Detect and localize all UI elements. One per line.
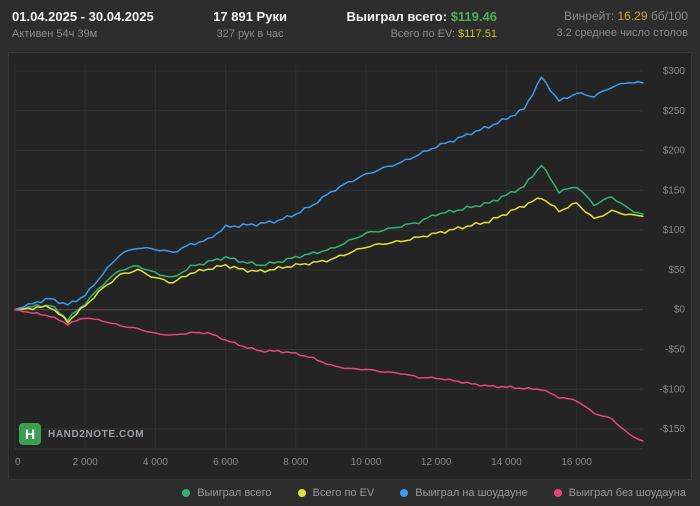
svg-text:$150: $150 — [663, 185, 686, 196]
legend-label: Выиграл без шоудауна — [568, 487, 686, 499]
svg-text:-$100: -$100 — [659, 384, 685, 395]
legend-label: Выиграл на шоудауне — [415, 487, 528, 499]
hand2note-logo-icon: H — [19, 423, 41, 445]
svg-text:2 000: 2 000 — [73, 457, 98, 468]
legend-dot-won-total-icon — [182, 489, 191, 497]
winnings-block: Выиграл всего: $119.46 Всего по EV: $117… — [346, 9, 497, 40]
date-range-block[interactable]: 01.04.2025 - 30.04.2025 Активен 54ч 39м — [12, 9, 154, 40]
won-total-label: Выиграл всего: — [346, 9, 448, 24]
ev-total-label: Всего по EV: — [390, 28, 455, 40]
ev-total-value: $117.51 — [458, 28, 497, 40]
svg-text:-$50: -$50 — [665, 345, 685, 356]
winrate-label: Винрейт: — [563, 9, 615, 23]
equity-chart[interactable]: $300 $250 $200 $150 $100 $50 $0 -$50 -$100 -$150 0… — [8, 52, 692, 480]
svg-text:-$150: -$150 — [659, 424, 685, 435]
svg-text:$100: $100 — [663, 225, 686, 236]
svg-text:12 000: 12 000 — [421, 457, 452, 468]
avg-tables: 3.2 среднее число столов — [556, 27, 688, 39]
legend-dot-ev-total-icon — [297, 489, 306, 497]
svg-text:4 000: 4 000 — [143, 457, 168, 468]
date-range[interactable]: 01.04.2025 - 30.04.2025 — [12, 9, 154, 24]
svg-text:$250: $250 — [663, 106, 686, 117]
svg-text:16 000: 16 000 — [561, 457, 592, 468]
stats-header: 01.04.2025 - 30.04.2025 Активен 54ч 39м … — [0, 0, 700, 50]
hand2note-logo-text: HAND2NOTE.COM — [48, 428, 145, 440]
svg-text:14 000: 14 000 — [491, 457, 522, 468]
hands-count: 17 891 Руки — [213, 9, 287, 24]
hand2note-logo[interactable]: H HAND2NOTE.COM — [19, 423, 144, 445]
legend-item-won-total[interactable]: Выиграл всего — [182, 487, 272, 499]
svg-text:$300: $300 — [663, 66, 686, 77]
legend-item-non-showdown[interactable]: Выиграл без шоудауна — [553, 487, 686, 499]
legend-dot-non-showdown-icon — [553, 489, 562, 497]
svg-text:$0: $0 — [674, 305, 686, 316]
legend-item-ev-total[interactable]: Всего по EV — [297, 487, 375, 499]
won-total-value: $119.46 — [450, 9, 497, 24]
active-time: Активен 54ч 39м — [12, 28, 98, 40]
chart-legend: Выиграл всего Всего по EV Выиграл на шоу… — [0, 480, 700, 506]
svg-text:10 000: 10 000 — [351, 457, 382, 468]
legend-label: Выиграл всего — [197, 487, 272, 499]
svg-text:8 000: 8 000 — [283, 457, 308, 468]
legend-label: Всего по EV — [312, 487, 375, 499]
hands-per-hour: 327 рук в час — [216, 28, 284, 40]
svg-text:6 000: 6 000 — [213, 457, 238, 468]
svg-text:$50: $50 — [668, 265, 685, 276]
chart-svg[interactable]: $300 $250 $200 $150 $100 $50 $0 -$50 -$100 -$150 0… — [9, 53, 691, 479]
winrate-value: 16.29 — [617, 9, 648, 23]
legend-item-showdown[interactable]: Выиграл на шоудауне — [400, 487, 528, 499]
svg-text:$200: $200 — [663, 146, 686, 157]
svg-text:0: 0 — [15, 457, 21, 468]
hands-block: 17 891 Руки 327 рук в час — [213, 9, 287, 40]
legend-dot-showdown-icon — [400, 489, 409, 497]
winrate-unit: бб/100 — [650, 9, 688, 23]
winrate-block: Винрейт: 16.29 бб/100 3.2 среднее число … — [556, 9, 688, 39]
